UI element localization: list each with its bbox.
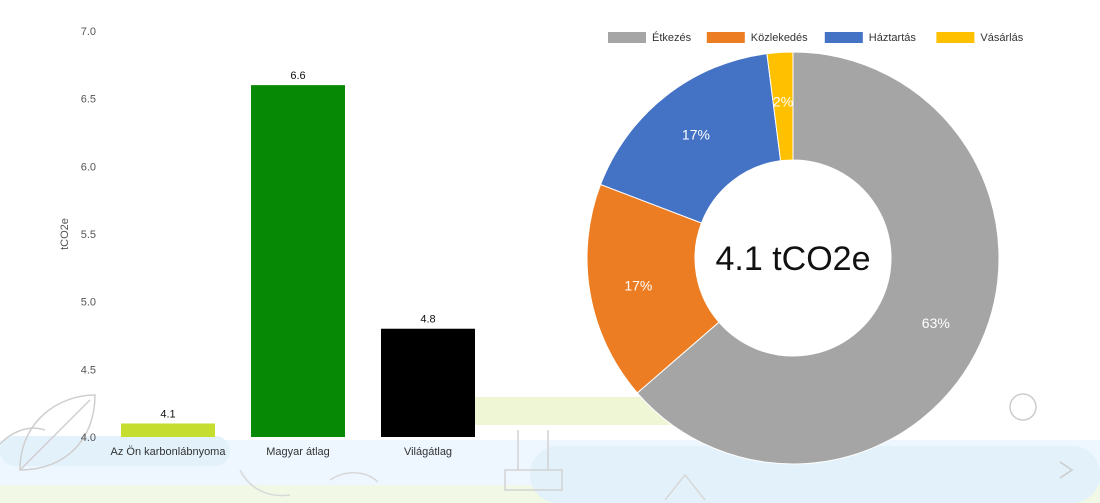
donut-center-label: 4.1 tCO2e — [716, 240, 871, 278]
legend-label: Vásárlás — [980, 32, 1023, 44]
slice-percent-label: 2% — [773, 93, 793, 109]
bar-value-label: 6.6 — [290, 70, 305, 82]
bar — [121, 423, 215, 437]
y-tick-label: 6.0 — [81, 161, 96, 173]
recycle-arrows-icon — [239, 469, 379, 497]
background-pill-left — [0, 436, 230, 466]
triangle-outline-icon — [664, 473, 706, 501]
y-tick-label: 5.5 — [81, 229, 96, 241]
y-tick-label: 4.5 — [81, 364, 96, 376]
x-category-label: Világátlag — [404, 446, 452, 458]
legend-swatch — [608, 32, 646, 43]
donut-slice — [599, 53, 782, 224]
x-category-label: Magyar átlag — [266, 446, 330, 458]
donut-slice — [586, 183, 720, 394]
y-tick-label: 4.0 — [81, 432, 96, 444]
leaf-outline-icon — [0, 394, 96, 471]
background-highlight-strip — [475, 397, 675, 425]
donut-slice — [636, 51, 1000, 465]
background-pill-right — [530, 446, 1100, 503]
bar-value-label: 4.1 — [160, 408, 175, 420]
bar-value-label: 4.8 — [420, 314, 435, 326]
bar — [251, 85, 345, 437]
legend-swatch — [824, 32, 863, 43]
legend-label: Háztartás — [869, 32, 917, 44]
legend-swatch — [706, 32, 745, 43]
y-axis-title: tCO2e — [59, 218, 71, 250]
donut-chart: 63% 17% 17% 2% 4.1 tCO2e Étkezés Közlekedés Ház… — [586, 31, 1024, 465]
y-tick-label: 6.5 — [81, 94, 96, 106]
circle-outline-icon — [1009, 393, 1037, 421]
legend-label: Étkezés — [652, 31, 692, 44]
x-category-label: Az Ön karbonlábnyoma — [111, 446, 227, 458]
slice-percent-label: 17% — [624, 277, 652, 293]
bar — [381, 328, 475, 437]
legend-swatch — [936, 32, 975, 43]
chevron-right-outline-icon — [1059, 461, 1074, 479]
y-tick-label: 7.0 — [81, 26, 96, 38]
donut-slice — [766, 51, 794, 162]
y-tick-label: 5.0 — [81, 297, 96, 309]
legend-label: Közlekedés — [751, 32, 808, 44]
slice-percent-label: 63% — [922, 315, 950, 331]
bar-chart: 4.0 4.5 5.0 5.5 6.0 6.5 7.0 tCO2e 4.1 Az Ön karbo… — [59, 26, 475, 458]
plug-outline-icon — [504, 430, 563, 491]
slice-percent-label: 17% — [682, 127, 710, 143]
